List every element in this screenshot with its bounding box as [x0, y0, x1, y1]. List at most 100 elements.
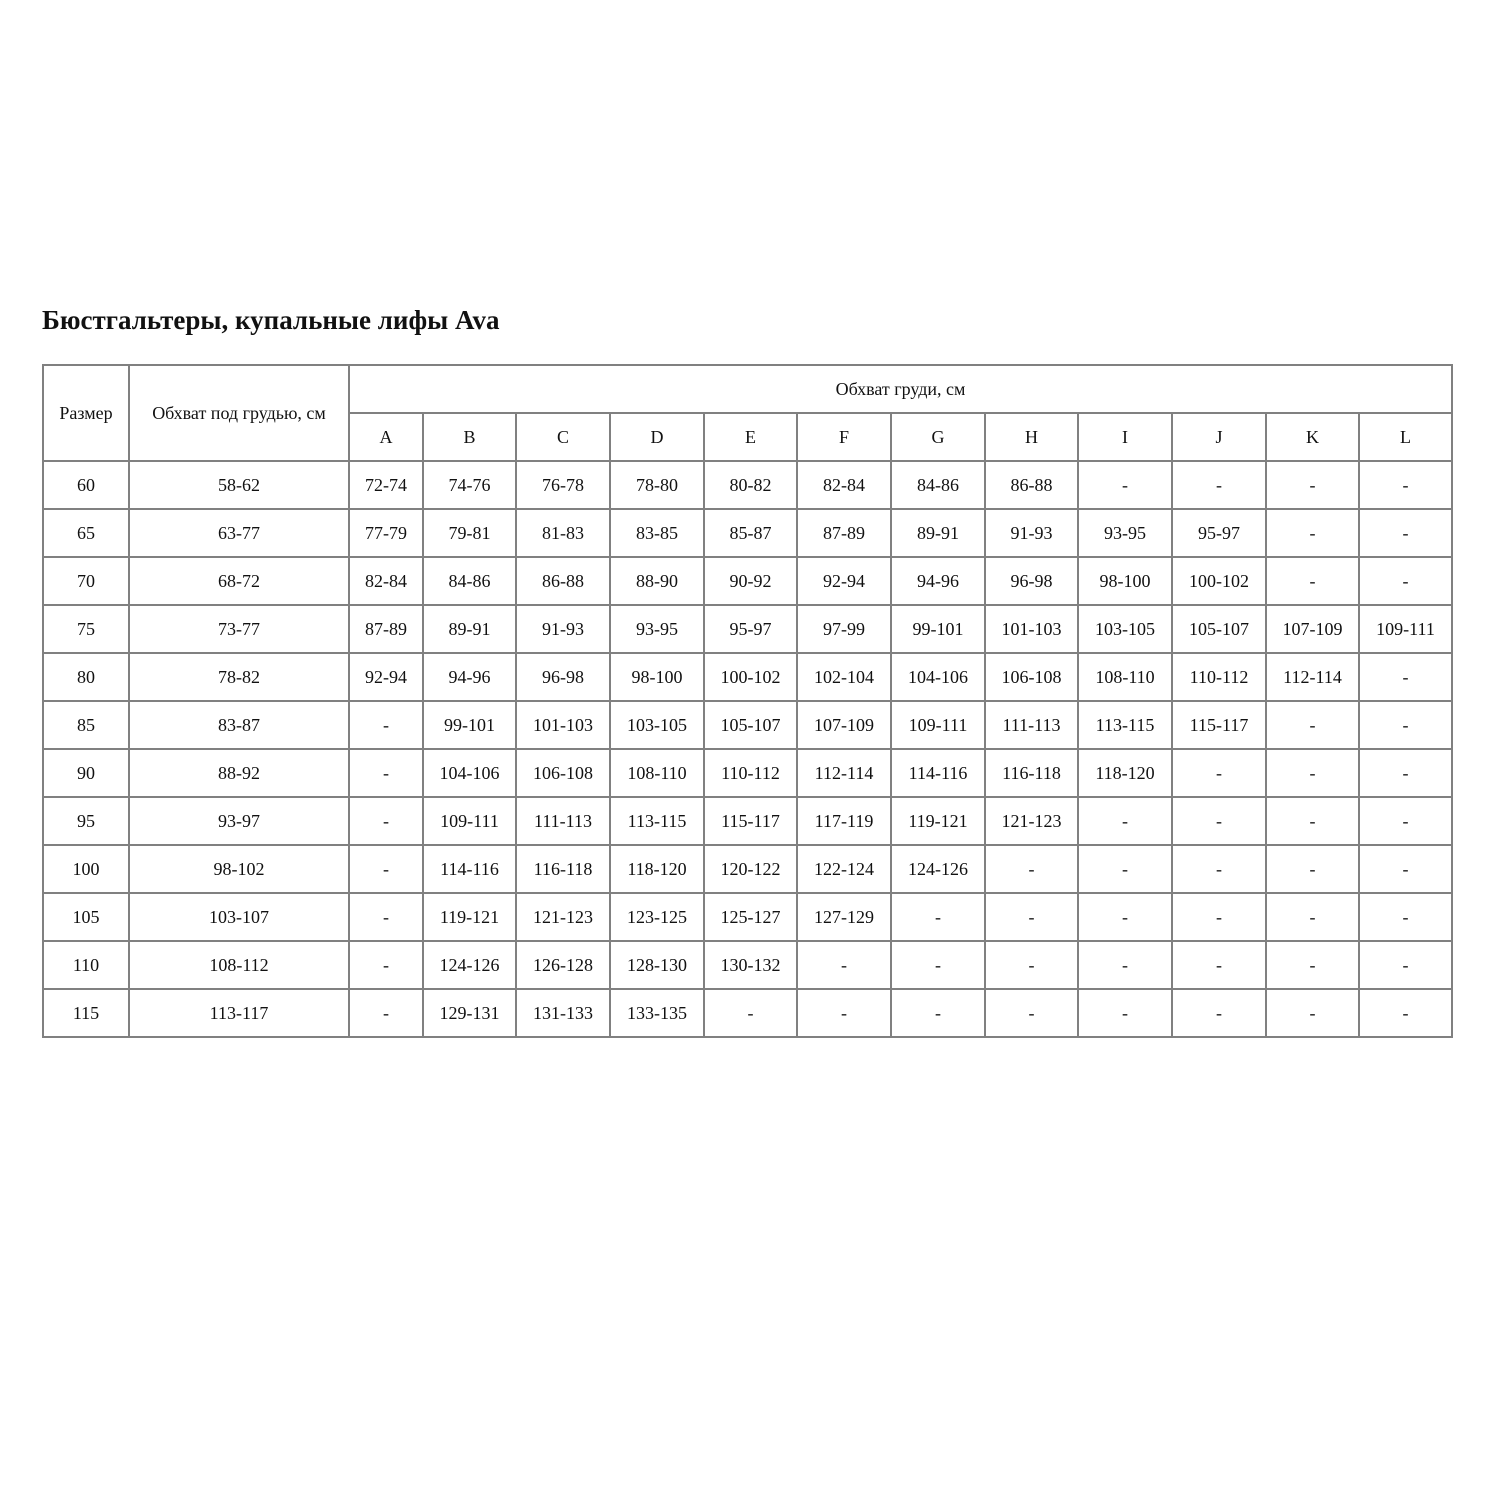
bust-cell: 94-96 [890, 556, 986, 606]
header-cup-c: C [515, 412, 611, 462]
underbust-cell: 73-77 [128, 604, 350, 654]
bust-cell: 125-127 [703, 892, 798, 942]
bust-cell: 89-91 [422, 604, 517, 654]
header-cup-a: A [348, 412, 424, 462]
bust-cell: 98-100 [1077, 556, 1173, 606]
bust-cell: 96-98 [984, 556, 1079, 606]
bust-cell: - [1171, 988, 1267, 1038]
bust-cell: - [1077, 844, 1173, 894]
bust-cell: - [1265, 940, 1360, 990]
bust-cell: 87-89 [796, 508, 892, 558]
bust-cell: 103-105 [1077, 604, 1173, 654]
bust-cell: 86-88 [515, 556, 611, 606]
bust-cell: 79-81 [422, 508, 517, 558]
bust-cell: - [1358, 556, 1453, 606]
bust-cell: 130-132 [703, 940, 798, 990]
bust-cell: 129-131 [422, 988, 517, 1038]
bust-cell: 121-123 [984, 796, 1079, 846]
header-cup-f: F [796, 412, 892, 462]
bust-cell: 119-121 [422, 892, 517, 942]
bust-cell: - [1358, 508, 1453, 558]
bust-cell: 72-74 [348, 460, 424, 510]
header-row: Размер Обхват под грудью, см Обхват груд… [42, 364, 1453, 462]
bust-cell: - [1171, 460, 1267, 510]
bust-cell: 87-89 [348, 604, 424, 654]
bust-cell: 93-95 [609, 604, 705, 654]
bust-cell: 105-107 [1171, 604, 1267, 654]
bust-cell: 124-126 [890, 844, 986, 894]
table-row: 95 93-97-109-111 111-113 113-115 115-117 117-… [42, 796, 1453, 846]
bust-cell: 123-125 [609, 892, 705, 942]
bust-cell: - [1077, 940, 1173, 990]
header-cup-b: B [422, 412, 517, 462]
bust-cell: 112-114 [1265, 652, 1360, 702]
bust-cell: - [984, 844, 1079, 894]
bust-cell: 121-123 [515, 892, 611, 942]
bust-cell: - [1171, 796, 1267, 846]
bust-cell: - [890, 892, 986, 942]
underbust-cell: 108-112 [128, 940, 350, 990]
bust-cell: 124-126 [422, 940, 517, 990]
bust-cell: 119-121 [890, 796, 986, 846]
bust-cell: 114-116 [422, 844, 517, 894]
size-cell: 60 [42, 460, 130, 510]
bust-cell: 127-129 [796, 892, 892, 942]
bust-cell: - [1358, 700, 1453, 750]
bust-cell: 89-91 [890, 508, 986, 558]
table-row: 80 78-82 92-94 94-96 96-98 98-100 100-102 102-1… [42, 652, 1453, 702]
underbust-cell: 83-87 [128, 700, 350, 750]
bust-cell: - [1077, 460, 1173, 510]
underbust-cell: 63-77 [128, 508, 350, 558]
size-cell: 100 [42, 844, 130, 894]
bust-cell: 77-79 [348, 508, 424, 558]
bust-cell: 93-95 [1077, 508, 1173, 558]
bust-cell: 83-85 [609, 508, 705, 558]
bust-cell: 118-120 [1077, 748, 1173, 798]
bust-cell: - [1265, 460, 1360, 510]
bust-cell: 115-117 [1171, 700, 1267, 750]
header-underbust: Обхват под грудью, см [128, 364, 350, 462]
bust-cell: 107-109 [796, 700, 892, 750]
bust-cell: 95-97 [703, 604, 798, 654]
bust-cell: 94-96 [422, 652, 517, 702]
header-bust: Обхват груди, см [348, 364, 1453, 414]
header-cup-k: K [1265, 412, 1360, 462]
size-cell: 70 [42, 556, 130, 606]
bust-cell: 104-106 [422, 748, 517, 798]
bust-cell: - [1265, 796, 1360, 846]
bust-cell: 95-97 [1171, 508, 1267, 558]
bust-cell: - [348, 940, 424, 990]
header-size: Размер [42, 364, 130, 462]
bust-cell: - [796, 988, 892, 1038]
bust-cell: 106-108 [515, 748, 611, 798]
size-cell: 80 [42, 652, 130, 702]
bust-cell: 90-92 [703, 556, 798, 606]
bust-cell: 84-86 [890, 460, 986, 510]
bust-cell: - [890, 940, 986, 990]
bust-cell: - [1171, 940, 1267, 990]
bust-cell: - [1265, 556, 1360, 606]
header-cup-d: D [609, 412, 705, 462]
bust-cell: - [1265, 508, 1360, 558]
bust-cell: 110-112 [703, 748, 798, 798]
bust-cell: 99-101 [890, 604, 986, 654]
bust-cell: 100-102 [703, 652, 798, 702]
bust-cell: 104-106 [890, 652, 986, 702]
header-cup-j: J [1171, 412, 1267, 462]
size-cell: 75 [42, 604, 130, 654]
bust-cell: 126-128 [515, 940, 611, 990]
bust-cell: 92-94 [348, 652, 424, 702]
size-cell: 115 [42, 988, 130, 1038]
bust-cell: - [1171, 844, 1267, 894]
bust-cell: 118-120 [609, 844, 705, 894]
bust-cell: - [1358, 652, 1453, 702]
underbust-cell: 103-107 [128, 892, 350, 942]
table-row: 85 83-87-99-101 101-103 103-105 105-107 107-1… [42, 700, 1453, 750]
bust-cell: - [703, 988, 798, 1038]
underbust-cell: 68-72 [128, 556, 350, 606]
underbust-cell: 88-92 [128, 748, 350, 798]
bust-cell: 109-111 [1358, 604, 1453, 654]
bust-cell: 80-82 [703, 460, 798, 510]
table-row: 105 103-107-119-121 121-123 123-125 125-127 1… [42, 892, 1453, 942]
